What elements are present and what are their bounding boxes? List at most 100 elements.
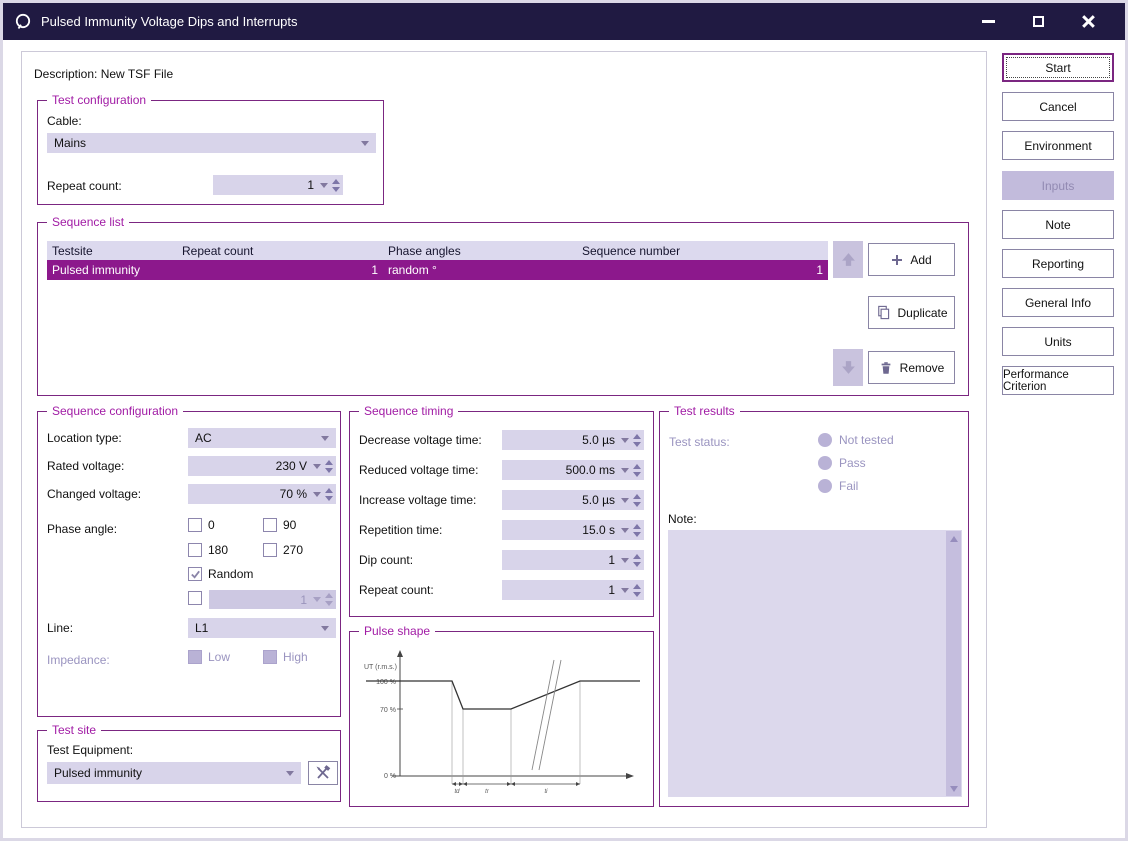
table-row[interactable]: Pulsed immunity 1 random ° 1 <box>47 260 828 280</box>
cell-sequence-number: 1 <box>816 263 823 277</box>
note-scrollbar[interactable] <box>946 531 961 796</box>
reduced-voltage-time-stepper[interactable]: 500.0 ms <box>502 460 644 480</box>
spin-arrows[interactable] <box>633 583 641 597</box>
spin-arrows[interactable] <box>633 493 641 507</box>
radio-not-tested: Not tested <box>818 433 894 447</box>
test-equipment-dropdown[interactable]: Pulsed immunity <box>47 762 301 784</box>
duplicate-button[interactable]: Duplicate <box>868 296 955 329</box>
phase-angle-checkbox-180[interactable]: 180 <box>188 543 228 557</box>
general-info-button[interactable]: General Info <box>1002 288 1114 317</box>
spin-arrows[interactable] <box>633 523 641 537</box>
chevron-down-icon <box>320 182 328 188</box>
line-dropdown[interactable]: L1 <box>188 618 336 638</box>
cell-phase-angles: random ° <box>388 263 437 277</box>
test-equipment-value: Pulsed immunity <box>54 766 143 780</box>
spin-arrows <box>325 593 333 606</box>
dip-count-label: Dip count: <box>359 553 414 567</box>
remove-button[interactable]: Remove <box>868 351 955 384</box>
spin-arrows[interactable] <box>325 487 333 501</box>
minimize-button[interactable] <box>975 11 1001 33</box>
sequence-table: Testsite Repeat count Phase angles Seque… <box>47 241 828 280</box>
span-label-tr: tr <box>485 789 490 795</box>
trash-icon <box>881 361 891 374</box>
phase-angle-checkbox-270[interactable]: 270 <box>263 543 303 557</box>
equipment-settings-button[interactable] <box>308 761 338 785</box>
cancel-button[interactable]: Cancel <box>1002 92 1114 121</box>
remove-button-label: Remove <box>899 360 945 375</box>
column-header-testsite[interactable]: Testsite <box>52 243 93 258</box>
chevron-down-icon <box>621 497 629 503</box>
plus-icon <box>892 254 903 265</box>
y-tick-100: 100 % <box>376 679 396 686</box>
group-test-configuration: Test configuration Cable: Mains Repeat c… <box>37 93 384 205</box>
chevron-down-icon <box>321 435 329 441</box>
rated-voltage-stepper[interactable]: 230 V <box>188 456 336 476</box>
move-down-button[interactable] <box>833 349 863 386</box>
phase-angle-custom-checkbox[interactable] <box>188 591 202 605</box>
repeat-count-label: Repeat count: <box>47 179 122 193</box>
minimize-icon <box>981 20 995 23</box>
checkbox-label: 90 <box>283 518 297 532</box>
column-header-sequence-number[interactable]: Sequence number <box>582 243 681 258</box>
radio-fail: Fail <box>818 479 858 493</box>
add-button[interactable]: Add <box>868 243 955 276</box>
maximize-button[interactable] <box>1025 11 1051 33</box>
phase-angle-checkbox-random[interactable]: Random <box>188 567 253 581</box>
environment-button[interactable]: Environment <box>1002 131 1114 160</box>
group-legend: Test results <box>669 404 740 418</box>
changed-voltage-stepper[interactable]: 70 % <box>188 484 336 504</box>
timing-repeat-count-stepper[interactable]: 1 <box>502 580 644 600</box>
cell-testsite: Pulsed immunity <box>52 263 141 277</box>
span-label-ti: ti <box>545 789 549 795</box>
cable-dropdown[interactable]: Mains <box>47 133 376 153</box>
field-value: 15.0 s <box>582 523 615 537</box>
phase-angle-checkbox-90[interactable]: 90 <box>263 518 296 532</box>
spin-arrows[interactable] <box>633 553 641 567</box>
spin-up-icon <box>325 593 333 598</box>
field-value: 5.0 µs <box>582 433 615 447</box>
field-value: 500.0 ms <box>565 463 615 477</box>
increase-voltage-time-label: Increase voltage time: <box>359 493 477 507</box>
pulse-shape-diagram: UT (r.m.s.) 100 % 70 % 0 % <box>364 650 640 795</box>
note-textarea[interactable] <box>668 530 962 797</box>
repetition-time-stepper[interactable]: 15.0 s <box>502 520 644 540</box>
reporting-button[interactable]: Reporting <box>1002 249 1114 278</box>
checkbox-label: 270 <box>283 543 304 557</box>
button-label: General Info <box>1024 295 1092 310</box>
scroll-up-button[interactable] <box>946 531 961 546</box>
checkbox-unchecked <box>188 591 202 605</box>
location-type-dropdown[interactable]: AC <box>188 428 336 448</box>
column-header-repeat-count[interactable]: Repeat count <box>182 243 254 258</box>
spin-arrows[interactable] <box>633 433 641 447</box>
close-button[interactable] <box>1075 11 1101 33</box>
cable-value: Mains <box>54 136 87 150</box>
arrow-up-icon <box>841 253 855 266</box>
performance-criterion-button[interactable]: Performance Criterion <box>1002 366 1114 395</box>
spin-up-icon <box>633 553 641 559</box>
dip-count-stepper[interactable]: 1 <box>502 550 644 570</box>
spin-up-icon <box>325 487 333 493</box>
note-label: Note: <box>668 512 697 526</box>
note-button[interactable]: Note <box>1002 210 1114 239</box>
description-text: Description: New TSF File <box>34 67 174 81</box>
repeat-count-value: 1 <box>307 178 314 192</box>
phase-angle-checkbox-0[interactable]: 0 <box>188 518 215 532</box>
scroll-down-button[interactable] <box>946 781 961 796</box>
increase-voltage-time-stepper[interactable]: 5.0 µs <box>502 490 644 510</box>
spin-arrows[interactable] <box>325 459 333 473</box>
move-up-button[interactable] <box>833 241 863 278</box>
cell-repeat-count: 1 <box>371 263 378 277</box>
start-button[interactable]: Start <box>1002 53 1114 82</box>
spin-up-icon <box>633 523 641 529</box>
spin-down-icon <box>633 441 641 447</box>
spin-arrows[interactable] <box>633 463 641 477</box>
spin-arrows[interactable] <box>332 178 340 192</box>
chevron-down-icon <box>313 597 321 602</box>
decrease-voltage-time-stepper[interactable]: 5.0 µs <box>502 430 644 450</box>
impedance-low-checkbox: Low <box>188 650 230 664</box>
units-button[interactable]: Units <box>1002 327 1114 356</box>
group-legend: Test site <box>47 723 102 737</box>
column-header-phase-angles[interactable]: Phase angles <box>388 243 461 258</box>
repeat-count-stepper[interactable]: 1 <box>213 175 343 195</box>
